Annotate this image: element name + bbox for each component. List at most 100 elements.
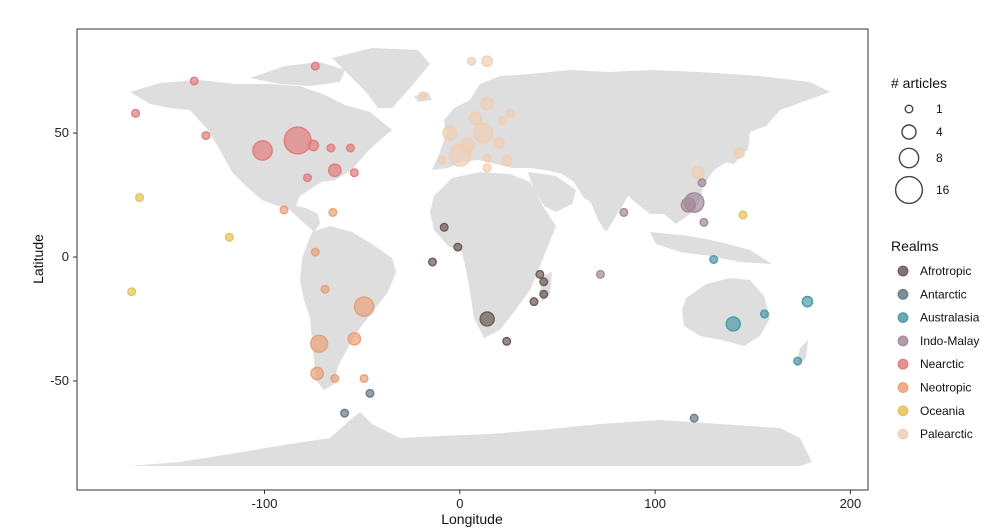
size-legend: # articles 1 4 8 16 [891, 75, 950, 205]
realm-legend-label-australasia: Australasia [920, 311, 980, 325]
realm-legend: Realms Afrotropic Antarctic Australasia Ind… [891, 238, 980, 441]
size-legend-circle [898, 147, 920, 169]
realm-legend-label-palearctic: Palearctic [920, 427, 973, 441]
size-legend-title: # articles [891, 75, 947, 91]
data-point-palearctic [733, 147, 745, 159]
x-tick-label: 0 [456, 496, 463, 511]
size-legend-circle [901, 124, 917, 140]
data-point-nearctic [349, 168, 359, 178]
points-layer [127, 55, 814, 423]
land-greenland [332, 48, 430, 108]
data-point-afrotropic [479, 311, 495, 327]
data-point-palearctic [500, 154, 513, 167]
data-point-nearctic [283, 126, 312, 155]
realm-legend-title: Realms [891, 238, 938, 254]
land-india [590, 180, 626, 232]
data-point-neotropic [279, 205, 289, 215]
data-point-neotropic [310, 334, 329, 353]
realm-legend-swatch-australasia [897, 312, 909, 324]
realm-legend-label-neotropic: Neotropic [920, 381, 971, 395]
data-point-nearctic [302, 173, 312, 183]
data-point-nearctic [189, 76, 199, 86]
size-legend-circle [894, 175, 924, 205]
data-point-afrotropic [529, 297, 539, 307]
realm-legend-label-antarctic: Antarctic [920, 287, 967, 301]
data-point-antarctic [365, 388, 375, 398]
data-point-nearctic [310, 61, 320, 71]
data-point-palearctic [459, 137, 476, 154]
data-point-nearctic [345, 143, 355, 153]
data-point-neotropic [328, 207, 338, 217]
data-point-palearctic [493, 137, 505, 149]
realm-legend-swatch-antarctic [897, 288, 909, 300]
data-point-australasia [709, 254, 719, 264]
realm-legend-label-nearctic: Nearctic [920, 357, 964, 371]
realm-legend-swatch-neotropic [897, 382, 909, 393]
x-tick-label: 100 [644, 496, 666, 511]
data-point-australasia [801, 295, 814, 308]
data-point-palearctic [467, 56, 477, 66]
data-point-palearctic [468, 111, 483, 126]
data-point-neotropic [347, 331, 362, 346]
realm-legend-swatch-palearctic [897, 428, 909, 440]
data-point-indo-malay [595, 269, 605, 279]
realm-legend-swatch-nearctic [897, 358, 909, 370]
data-point-palearctic [472, 122, 494, 144]
size-legend-items: 1 4 8 16 [894, 102, 950, 205]
realm-legend-swatch-indo-malay [897, 335, 909, 347]
land-arctic-islands [250, 62, 345, 86]
x-tick-label: -100 [251, 496, 277, 511]
data-point-neotropic [359, 373, 369, 383]
data-point-palearctic [506, 108, 516, 118]
data-point-nearctic [252, 140, 273, 161]
data-point-afrotropic [535, 269, 545, 279]
land-antarctica [130, 412, 812, 466]
land-southeast-asia-islands [650, 232, 772, 264]
data-point-nearctic [326, 143, 336, 153]
realm-legend-items: Afrotropic Antarctic Australasia Indo-Malay… [897, 264, 980, 441]
data-point-oceania [224, 232, 234, 242]
data-point-nearctic [307, 139, 320, 152]
data-point-afrotropic [539, 289, 549, 299]
data-point-australasia [793, 356, 803, 366]
data-point-oceania [134, 193, 144, 203]
realm-legend-label-oceania: Oceania [920, 404, 965, 418]
data-point-oceania [127, 287, 137, 297]
land-eurasia [432, 70, 830, 224]
realm-legend-label-afrotropic: Afrotropic [920, 264, 971, 278]
data-point-neotropic [310, 247, 320, 257]
data-point-indo-malay [697, 178, 707, 188]
data-point-afrotropic [427, 257, 437, 267]
data-point-nearctic [201, 131, 211, 141]
data-point-neotropic [353, 296, 375, 317]
data-point-antarctic [689, 413, 699, 423]
realm-legend-label-indo-malay: Indo-Malay [920, 334, 979, 348]
realm-legend-swatch-oceania [897, 405, 909, 417]
data-point-palearctic [481, 55, 493, 68]
data-point-afrotropic [539, 277, 549, 287]
realm-legend-swatch-afrotropic [897, 265, 909, 277]
data-point-palearctic [437, 155, 447, 165]
size-legend-label: 4 [936, 125, 943, 139]
y-axis-title: Latitude [30, 234, 46, 284]
data-point-australasia [725, 316, 741, 332]
size-legend-label: 1 [936, 102, 943, 116]
data-point-afrotropic [502, 336, 512, 346]
land-africa [430, 172, 556, 338]
data-point-oceania [738, 210, 748, 220]
x-axis: -100 0 100 200 [251, 490, 861, 511]
land-arabia [528, 172, 576, 212]
data-point-nearctic [131, 108, 141, 118]
data-point-palearctic [418, 91, 428, 101]
data-point-neotropic [310, 366, 325, 381]
data-point-palearctic [691, 165, 705, 180]
y-tick-label: 0 [62, 249, 69, 264]
data-point-neotropic [330, 373, 340, 383]
x-tick-label: 200 [840, 496, 862, 511]
x-axis-title: Longitude [441, 511, 503, 527]
data-point-palearctic [480, 96, 494, 111]
data-point-palearctic [482, 163, 492, 173]
data-point-afrotropic [453, 242, 463, 252]
data-point-nearctic [327, 163, 342, 178]
data-point-australasia [759, 309, 769, 319]
